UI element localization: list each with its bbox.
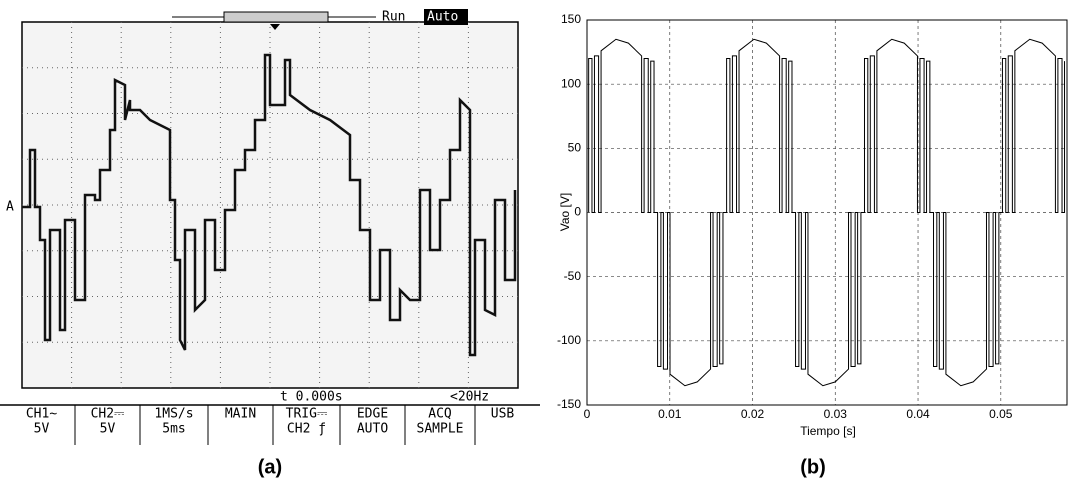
chart: Tiempo [s] Vao [V] -150 -100 -50 0 50 100 150 0… — [557, 12, 1067, 438]
menu-label: 5V — [100, 422, 116, 437]
y-tick-label: 150 — [561, 12, 581, 26]
figure: Run Auto A t 0.000s <20Hz CH1∼5VCH2⎓5V1M… — [0, 0, 1069, 489]
menu-label: EDGE — [357, 407, 388, 422]
menu-label: SAMPLE — [417, 422, 464, 437]
x-axis-label: Tiempo [s] — [800, 424, 856, 438]
scope-window — [224, 12, 328, 22]
y-tick-label: 100 — [561, 76, 581, 90]
menu-label: CH2 ƒ — [287, 422, 326, 437]
menu-label: AUTO — [357, 422, 388, 437]
menu-label: CH2⎓ — [91, 407, 125, 422]
menu-label: 5ms — [162, 422, 185, 437]
x-tick-label: 0.01 — [658, 407, 682, 421]
page: Run Auto A t 0.000s <20Hz CH1∼5VCH2⎓5V1M… — [0, 0, 1069, 489]
menu-label: TRIG⎓ — [286, 407, 328, 422]
caption: (a) — [258, 456, 282, 478]
y-tick-label: -150 — [557, 397, 581, 411]
x-tick-label: 0.02 — [741, 407, 765, 421]
x-tick-label: 0.05 — [989, 407, 1013, 421]
mode: Auto — [427, 10, 458, 25]
caption: (b) — [800, 456, 826, 478]
oscilloscope: Run Auto A t 0.000s <20Hz CH1∼5VCH2⎓5V1M… — [0, 9, 540, 445]
menu-label: ACQ — [428, 407, 452, 422]
y-tick-label: 50 — [568, 141, 582, 155]
y-tick-label: 0 — [574, 205, 581, 219]
menu-label: 1MS/s — [154, 407, 193, 422]
menu-label: 5V — [34, 422, 50, 437]
ch-marker: A — [6, 200, 14, 215]
menu-label: MAIN — [225, 407, 256, 422]
x-tick-label: 0 — [584, 407, 591, 421]
menu-label: USB — [491, 407, 515, 422]
time-readout: t 0.000s — [280, 390, 343, 405]
menu-label: CH1∼ — [26, 407, 57, 422]
y-tick-label: -50 — [564, 269, 582, 283]
x-tick-label: 0.03 — [824, 407, 848, 421]
freq-readout: <20Hz — [450, 390, 489, 405]
x-tick-label: 0.04 — [906, 407, 930, 421]
y-axis-label: Vao [V] — [558, 193, 572, 231]
y-tick-label: -100 — [557, 333, 581, 347]
run-status: Run — [382, 10, 405, 25]
